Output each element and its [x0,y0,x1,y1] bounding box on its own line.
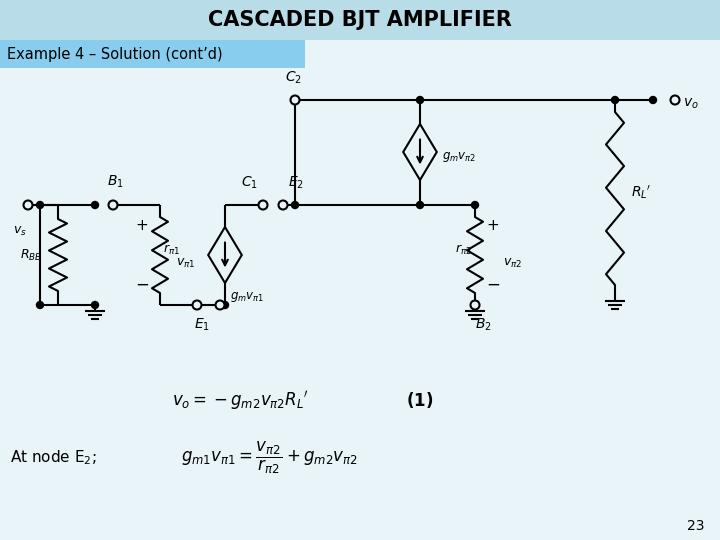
Bar [0,40,305,68]
Text: $\mathit{E}_1$: $\mathit{E}_1$ [194,317,210,333]
Circle shape [91,201,99,208]
Circle shape [222,301,228,308]
Circle shape [470,300,480,309]
Text: Example 4 – Solution (cont’d): Example 4 – Solution (cont’d) [7,46,222,62]
Text: $g_m v_{\pi 1}$: $g_m v_{\pi 1}$ [230,290,264,304]
Text: $v_o$: $v_o$ [683,97,698,111]
Circle shape [292,201,299,208]
Text: $R_L{'}$: $R_L{'}$ [631,183,651,201]
Circle shape [649,97,657,104]
Text: $v_s$: $v_s$ [13,225,27,238]
Text: $\mathit{B}_1$: $\mathit{B}_1$ [107,173,123,190]
Circle shape [416,97,423,104]
Text: $v_{\pi 1}$: $v_{\pi 1}$ [176,256,195,269]
Text: $r_{\pi 2}$: $r_{\pi 2}$ [455,243,472,257]
Circle shape [37,201,43,208]
Circle shape [215,300,225,309]
Text: $\mathit{B}_2$: $\mathit{B}_2$ [474,317,491,333]
Circle shape [109,200,117,210]
Text: −: − [486,276,500,294]
Text: $R_{BB}$: $R_{BB}$ [20,247,42,262]
Text: $\mathbf{(1)}$: $\mathbf{(1)}$ [406,390,433,410]
Text: +: + [135,218,148,233]
Bar [0,0,720,40]
Circle shape [258,200,268,210]
Text: At node $\mathrm{E}_2$;: At node $\mathrm{E}_2$; [10,449,96,467]
Text: $g_m v_{\pi 2}$: $g_m v_{\pi 2}$ [442,150,476,164]
Text: $g_{m1}v_{\pi 1} = \dfrac{v_{\pi 2}}{r_{\pi 2}} + g_{m2}v_{\pi 2}$: $g_{m1}v_{\pi 1} = \dfrac{v_{\pi 2}}{r_{… [181,440,359,476]
Text: $\mathit{C}_2$: $\mathit{C}_2$ [284,70,302,86]
Circle shape [91,301,99,308]
Text: +: + [487,218,500,233]
Text: $r_{\pi 1}$: $r_{\pi 1}$ [163,243,180,257]
Circle shape [416,201,423,208]
Circle shape [279,200,287,210]
Text: CASCADED BJT AMPLIFIER: CASCADED BJT AMPLIFIER [208,10,512,30]
Circle shape [37,301,43,308]
Circle shape [24,200,32,210]
Text: −: − [135,276,149,294]
Text: 23: 23 [688,519,705,533]
Text: $v_o = -g_{m2}v_{\pi 2}R_L{^\prime}$: $v_o = -g_{m2}v_{\pi 2}R_L{^\prime}$ [171,388,308,411]
Circle shape [290,96,300,105]
Circle shape [472,201,479,208]
Text: $v_{\pi 2}$: $v_{\pi 2}$ [503,256,522,269]
Text: $\mathit{E}_2$: $\mathit{E}_2$ [288,174,304,191]
Circle shape [192,300,202,309]
Text: $\mathit{C}_1$: $\mathit{C}_1$ [241,174,258,191]
Circle shape [670,96,680,105]
Circle shape [611,97,618,104]
